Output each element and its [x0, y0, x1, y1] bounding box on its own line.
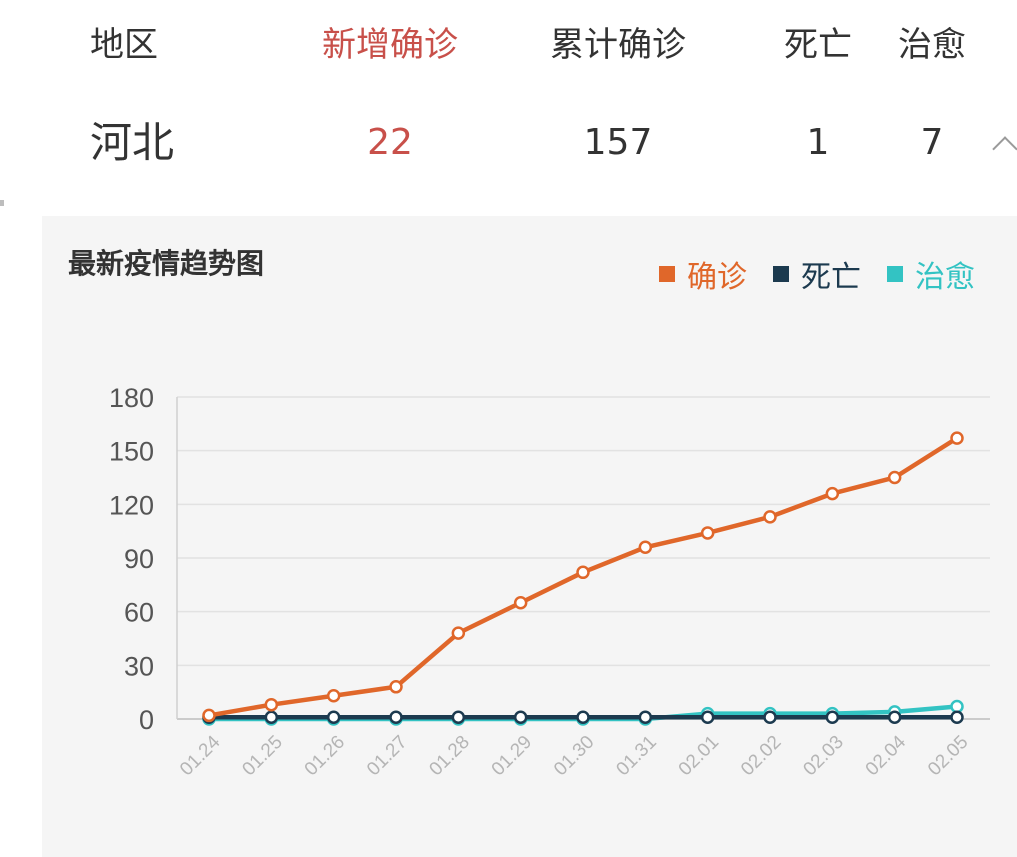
x-tick-label: 02.02: [737, 732, 785, 780]
data-point-confirmed: [326, 688, 341, 703]
data-point-deaths: [326, 710, 341, 724]
legend-item-deaths[interactable]: 死亡: [773, 252, 861, 296]
data-point-deaths: [825, 710, 840, 724]
y-tick-label: 0: [139, 705, 154, 735]
legend-item-cured[interactable]: 治愈: [887, 252, 975, 296]
data-point-confirmed: [887, 470, 902, 485]
chart-title: 最新疫情趋势图: [68, 248, 265, 279]
legend-swatch-confirmed: [659, 266, 675, 282]
data-point-confirmed: [576, 565, 590, 580]
legend-swatch-cured: [887, 266, 903, 282]
header-region: 地区: [90, 25, 158, 65]
row-new-confirmed: 22: [367, 122, 413, 163]
x-tick-label: 01.30: [550, 732, 598, 780]
table-header: 地区 新增确诊 累计确诊 死亡 治愈: [0, 0, 1017, 90]
data-point-confirmed: [825, 486, 840, 501]
y-tick-label: 120: [109, 490, 154, 520]
data-point-confirmed: [202, 708, 216, 723]
edge-divider: [0, 200, 4, 206]
legend-label-cured: 治愈: [915, 260, 975, 295]
y-tick-label: 30: [124, 651, 154, 681]
header-deaths: 死亡: [784, 25, 852, 65]
data-point-confirmed: [513, 595, 528, 610]
y-tick-label: 150: [109, 437, 154, 467]
legend-item-confirmed[interactable]: 确诊: [659, 252, 747, 296]
data-point-deaths: [576, 710, 590, 724]
header-new-confirmed: 新增确诊: [322, 25, 458, 65]
x-tick-label: 02.05: [924, 732, 972, 780]
data-point-confirmed: [264, 697, 279, 712]
row-region: 河北: [89, 118, 175, 167]
x-tick-label: 01.31: [612, 732, 660, 780]
data-point-confirmed: [389, 680, 403, 694]
trend-line-chart: 0 30 60 90 120 150 180 01.24 01.25 01.26 01.27 01.2…: [109, 383, 990, 780]
row-cured: 7: [920, 122, 944, 163]
header-total-confirmed: 累计确诊: [550, 25, 686, 65]
data-point-deaths: [389, 710, 403, 724]
x-tick-label: 01.24: [176, 731, 225, 780]
y-tick-label: 90: [124, 544, 154, 574]
table-row[interactable]: 河北 22 157 1 7: [0, 98, 1017, 188]
data-point-deaths: [451, 710, 466, 724]
data-point-deaths: [638, 710, 653, 724]
x-tick-label: 01.26: [301, 732, 349, 780]
row-deaths: 1: [806, 122, 830, 163]
trend-chart-panel: 最新疫情趋势图 确诊 死亡 治愈 0 30 60 90 120 150 180 01.24 01…: [42, 216, 1017, 857]
x-tick-label: 02.03: [799, 732, 847, 780]
legend-swatch-deaths: [773, 266, 789, 282]
legend-label-deaths: 死亡: [801, 260, 861, 295]
x-tick-label: 01.27: [363, 732, 411, 780]
x-tick-label: 02.01: [675, 732, 723, 780]
data-point-deaths: [887, 710, 902, 724]
x-tick-label: 01.28: [425, 732, 473, 780]
data-point-deaths: [513, 710, 528, 724]
header-cured: 治愈: [898, 25, 966, 65]
y-tick-label: 60: [124, 598, 154, 628]
data-point-deaths: [950, 710, 964, 724]
data-point-confirmed: [950, 431, 964, 445]
y-tick-label: 180: [109, 383, 154, 413]
data-point-confirmed: [451, 626, 466, 640]
x-tick-label: 02.04: [862, 731, 911, 780]
data-point-deaths: [763, 710, 777, 724]
data-point-cured: [950, 699, 964, 714]
data-point-confirmed: [763, 510, 777, 524]
legend-label-confirmed: 确诊: [687, 260, 747, 295]
data-point-deaths: [264, 710, 279, 724]
data-point-deaths: [700, 710, 715, 724]
row-total-confirmed: 157: [583, 122, 653, 163]
data-point-confirmed: [700, 526, 715, 540]
chart-legend: 确诊 死亡 治愈: [659, 252, 975, 296]
data-point-confirmed: [638, 540, 653, 555]
x-tick-label: 01.29: [488, 732, 536, 780]
x-tick-label: 01.25: [238, 732, 286, 780]
